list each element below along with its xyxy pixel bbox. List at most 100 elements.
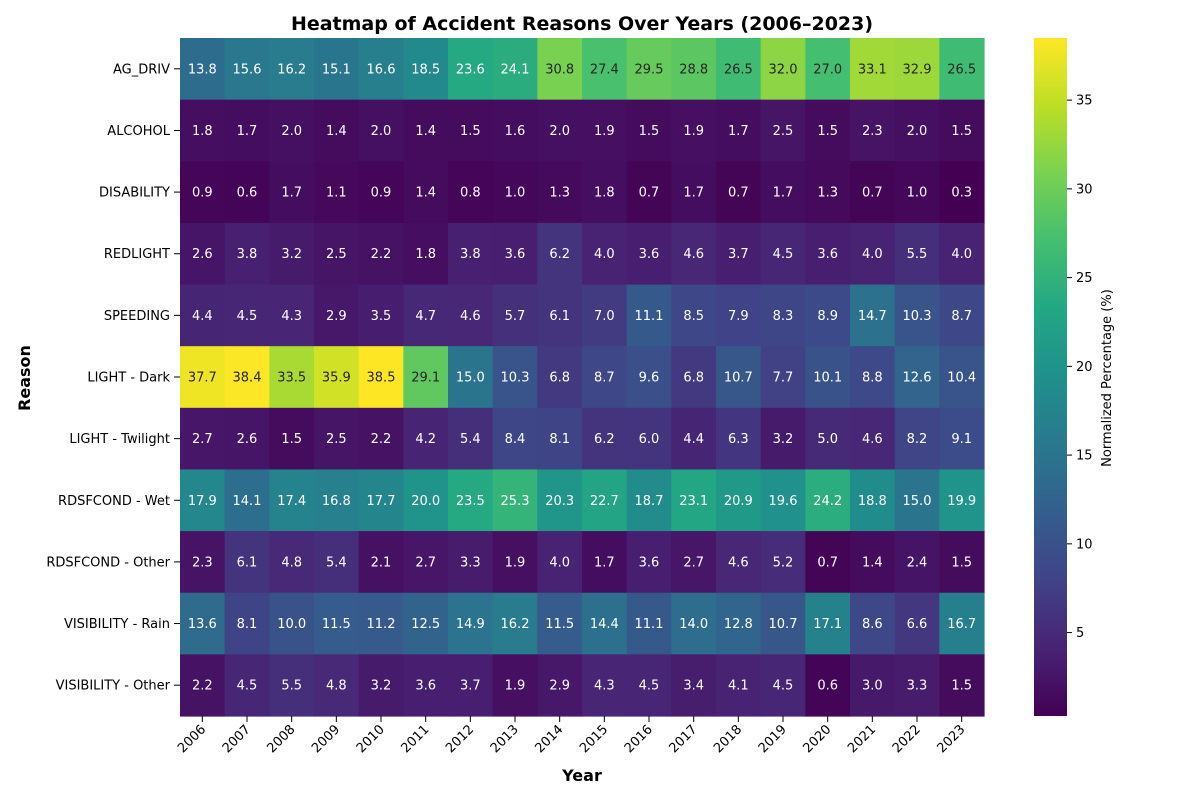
cell-value-label: 1.7 <box>773 186 794 201</box>
cell-value-label: 5.2 <box>773 555 794 570</box>
cell-value-label: 0.3 <box>951 186 972 201</box>
heatmap-cell <box>403 222 449 286</box>
chart-title: Heatmap of Accident Reasons Over Years (… <box>291 13 873 35</box>
heatmap-cell <box>716 161 762 224</box>
heatmap-cell <box>671 654 717 717</box>
cell-value-label: 2.6 <box>237 432 258 447</box>
cell-value-label: 15.0 <box>456 371 485 386</box>
heatmap-cell <box>805 222 851 286</box>
cell-value-label: 16.8 <box>322 494 351 509</box>
cell-value-label: 3.6 <box>639 555 660 570</box>
cell-value-label: 0.6 <box>817 679 838 694</box>
heatmap-cell <box>939 469 985 532</box>
cell-value-label: 3.8 <box>460 247 481 262</box>
cell-value-label: 10.3 <box>501 371 530 386</box>
heatmap-cell <box>224 469 270 532</box>
colorbar-tick-label: 20 <box>1076 360 1093 375</box>
heatmap-cell <box>760 654 806 717</box>
cell-value-label: 1.6 <box>505 124 526 139</box>
cell-value-label: 12.8 <box>724 617 753 632</box>
cell-value-label: 29.5 <box>635 62 664 77</box>
cell-value-label: 4.6 <box>460 309 481 324</box>
cell-value-label: 5.4 <box>326 555 347 570</box>
heatmap-cell <box>760 346 806 409</box>
cell-value-label: 3.5 <box>371 309 392 324</box>
y-tick-label: RDSFCOND - Other <box>46 555 170 570</box>
heatmap-cell <box>224 38 270 101</box>
cell-value-label: 3.2 <box>371 679 392 694</box>
cell-value-label: 17.7 <box>367 494 396 509</box>
heatmap-cell <box>314 284 360 347</box>
cell-value-label: 14.4 <box>590 617 619 632</box>
x-tick-label: 2014 <box>532 722 566 756</box>
heatmap-cell <box>224 222 270 286</box>
heatmap-cell <box>403 284 449 347</box>
cell-value-label: 4.8 <box>281 555 302 570</box>
heatmap-cell <box>671 99 717 162</box>
heatmap-cell <box>358 284 404 347</box>
heatmap-cell <box>180 99 226 162</box>
heatmap-cell <box>805 161 851 224</box>
heatmap-cell <box>358 469 404 532</box>
heatmap-cell <box>671 346 717 409</box>
heatmap-cell <box>269 161 315 224</box>
heatmap-cell <box>805 38 851 101</box>
heatmap-cell <box>716 284 762 347</box>
cell-value-label: 13.6 <box>188 617 217 632</box>
cell-value-label: 4.6 <box>728 555 749 570</box>
heatmap-cell <box>805 407 851 471</box>
cell-value-label: 9.6 <box>639 371 660 386</box>
heatmap-cell <box>850 592 896 655</box>
cell-value-label: 32.9 <box>903 62 932 77</box>
cell-value-label: 18.8 <box>858 494 887 509</box>
heatmap-cell <box>358 99 404 162</box>
cell-value-label: 8.7 <box>594 371 615 386</box>
heatmap-cell <box>760 531 806 594</box>
heatmap-cell <box>805 531 851 594</box>
cell-value-label: 12.6 <box>903 371 932 386</box>
y-tick-label: AG_DRIV <box>113 62 170 77</box>
cell-value-label: 6.2 <box>594 432 615 447</box>
cell-value-label: 1.3 <box>817 186 838 201</box>
cell-value-label: 2.7 <box>192 432 213 447</box>
cell-value-label: 2.3 <box>192 555 213 570</box>
y-tick-label: ALCOHOL <box>107 124 170 139</box>
heatmap-cell <box>358 161 404 224</box>
cell-value-label: 13.8 <box>188 62 217 77</box>
cell-value-label: 14.1 <box>233 494 262 509</box>
cell-value-label: 2.4 <box>907 555 928 570</box>
heatmap-cell <box>671 469 717 532</box>
cell-value-label: 10.4 <box>947 371 976 386</box>
cell-value-label: 3.3 <box>460 555 481 570</box>
y-tick-label: LIGHT - Dark <box>87 371 170 386</box>
heatmap-cell <box>269 531 315 594</box>
cell-value-label: 19.6 <box>769 494 798 509</box>
cell-value-label: 18.5 <box>411 62 440 77</box>
cell-value-label: 2.0 <box>549 124 570 139</box>
heatmap-cell <box>492 592 538 655</box>
cell-value-label: 19.9 <box>947 494 976 509</box>
heatmap-cell <box>850 346 896 409</box>
heatmap-cell <box>314 469 360 532</box>
cell-value-label: 4.3 <box>281 309 302 324</box>
cell-value-label: 2.0 <box>281 124 302 139</box>
cell-value-label: 0.6 <box>237 186 258 201</box>
heatmap-cell <box>269 592 315 655</box>
cell-value-label: 5.5 <box>281 679 302 694</box>
heatmap-cell <box>626 346 672 409</box>
cell-value-label: 3.7 <box>460 679 481 694</box>
heatmap-cell <box>894 284 940 347</box>
cell-value-label: 6.2 <box>549 247 570 262</box>
cell-value-label: 32.0 <box>769 62 798 77</box>
heatmap-cell <box>403 407 449 471</box>
cell-value-label: 6.1 <box>237 555 258 570</box>
cell-value-label: 2.3 <box>862 124 883 139</box>
cell-value-label: 8.1 <box>549 432 570 447</box>
cell-value-label: 11.1 <box>635 617 664 632</box>
heatmap-cell <box>537 531 583 594</box>
cell-value-label: 2.9 <box>326 309 347 324</box>
cell-value-label: 2.1 <box>371 555 392 570</box>
heatmap-cell <box>716 407 762 471</box>
heatmap-cell <box>224 346 270 409</box>
cell-value-label: 38.5 <box>367 371 396 386</box>
